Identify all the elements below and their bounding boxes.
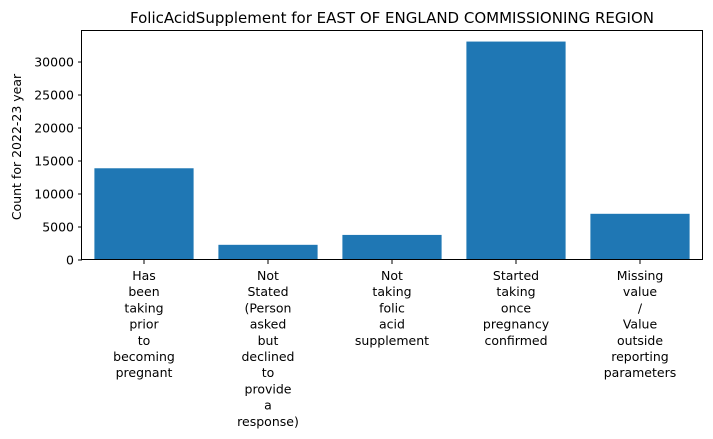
- x-tick-label: Not taking folic acid supplement: [355, 268, 429, 348]
- y-axis-label: Count for 2022-23 year: [9, 73, 24, 220]
- chart-title: FolicAcidSupplement for EAST OF ENGLAND …: [130, 9, 654, 27]
- bar-5: [590, 213, 690, 260]
- bar-4: [466, 41, 566, 261]
- bar-3: [342, 234, 442, 260]
- bar-1: [94, 168, 194, 260]
- y-tick-label: 20000: [34, 121, 74, 136]
- plot-frame: [81, 30, 703, 260]
- y-tick-label: 5000: [42, 220, 74, 235]
- y-tick-label: 10000: [34, 187, 74, 202]
- x-tick-label: Not Stated (Person asked but declined to provid…: [237, 268, 299, 429]
- bars-group: [94, 41, 690, 261]
- y-tick-label: 30000: [34, 55, 74, 70]
- x-tick-label: Missing value / Value outside reporting parame…: [604, 268, 677, 380]
- y-tick-label: 25000: [34, 88, 74, 103]
- x-tick-label: Has been taking prior to becoming pregnant: [113, 268, 175, 380]
- x-axis-ticks: Has been taking prior to becoming pregnant Not S…: [113, 260, 676, 429]
- y-axis-ticks: 0 5000 10000 15000 20000 25000 30000: [34, 55, 82, 268]
- y-tick-label: 15000: [34, 154, 74, 169]
- bar-2: [218, 244, 318, 260]
- y-tick-label: 0: [66, 253, 74, 268]
- x-tick-label: Started taking once pregnancy confirmed: [483, 268, 550, 348]
